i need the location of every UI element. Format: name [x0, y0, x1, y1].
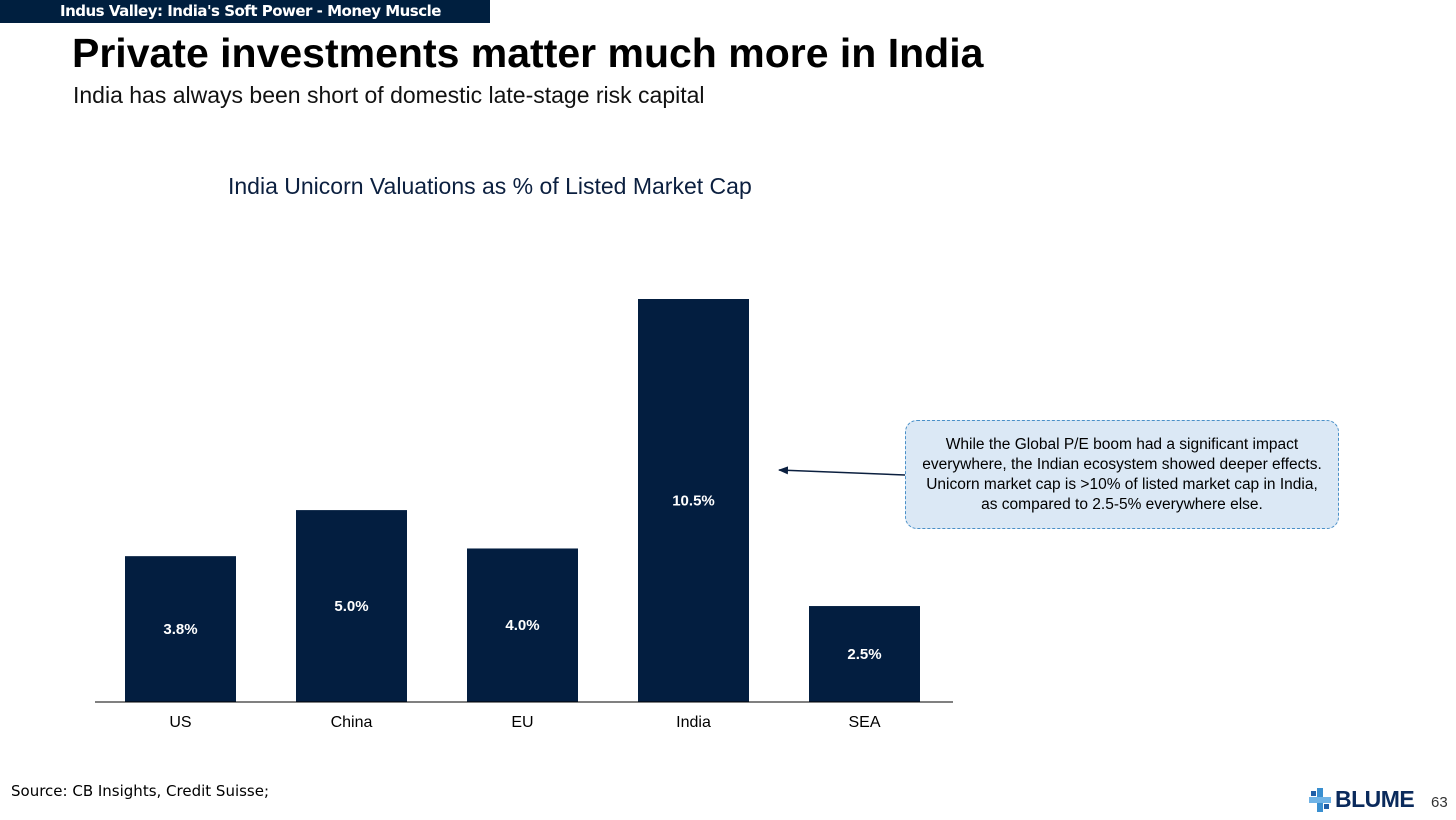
blume-wordmark: BLUME	[1335, 786, 1415, 812]
x-tick-label-china: China	[331, 714, 373, 731]
top-banner: Indus Valley: India's Soft Power - Money…	[0, 0, 490, 23]
banner-text: Indus Valley: India's Soft Power - Money…	[60, 2, 441, 20]
bar-india	[638, 299, 749, 702]
page-number: 63	[1431, 794, 1448, 811]
x-tick-label-eu: EU	[511, 714, 533, 731]
chart-bars: 3.8% US 5.0% China 4.0% EU 10.5% India 2.5% SEA	[125, 299, 920, 731]
callout-box: While the Global P/E boom had a signific…	[905, 420, 1339, 529]
bar-eu	[467, 548, 578, 702]
data-label-india: 10.5%	[672, 493, 715, 510]
bar-china	[296, 510, 407, 702]
data-label-china: 5.0%	[334, 598, 368, 615]
callout-text: While the Global P/E boom had a signific…	[922, 435, 1322, 513]
x-tick-label-us: US	[169, 714, 191, 731]
bar-sea	[809, 606, 920, 702]
blume-logo: BLUME	[1308, 786, 1415, 813]
source-note: Source: CB Insights, Credit Suisse;	[11, 782, 270, 800]
chart-title: India Unicorn Valuations as % of Listed …	[228, 173, 752, 199]
data-label-eu: 4.0%	[505, 617, 539, 634]
data-label-sea: 2.5%	[847, 646, 881, 663]
page-subtitle: India has always been short of domestic …	[73, 82, 705, 108]
bar-us	[125, 556, 236, 702]
x-tick-label-india: India	[676, 714, 711, 731]
x-tick-label-sea: SEA	[848, 714, 880, 731]
blume-logo-icon	[1309, 787, 1331, 812]
data-label-us: 3.8%	[163, 621, 197, 638]
page-title: Private investments matter much more in …	[72, 30, 984, 76]
callout-arrow	[778, 466, 906, 476]
